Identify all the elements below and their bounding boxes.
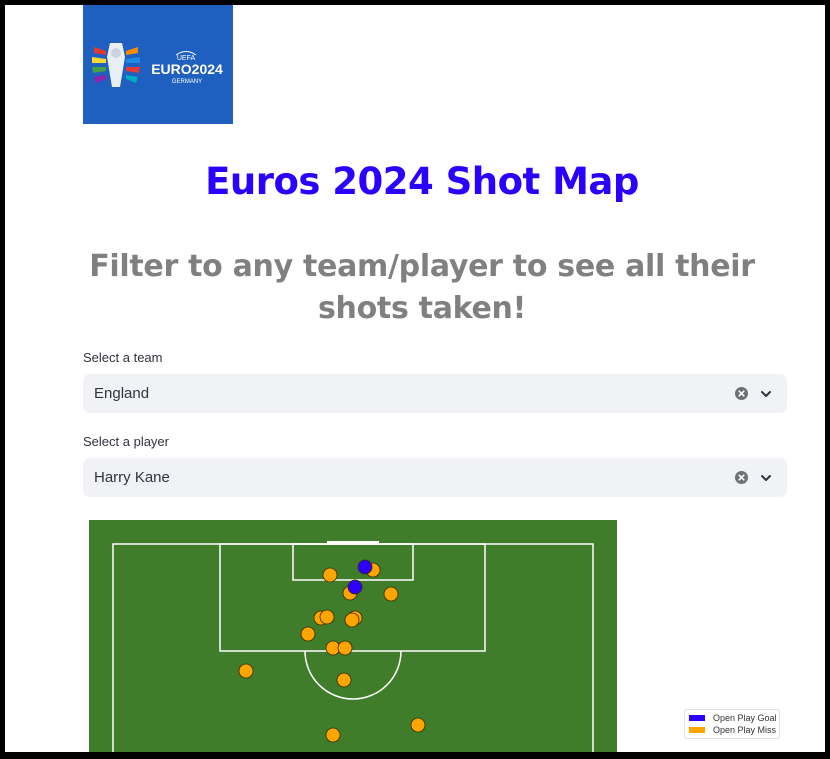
shot-marker-miss xyxy=(383,586,399,602)
shot-marker-miss xyxy=(344,612,360,628)
page-title: Euros 2024 Shot Map xyxy=(205,160,639,203)
legend-swatch-goal xyxy=(689,715,705,721)
player-select[interactable]: Harry Kane xyxy=(83,458,787,497)
logo-uefa-text: UEFA xyxy=(177,55,196,62)
shot-marker-goal xyxy=(357,559,373,575)
shot-marker-goal xyxy=(347,579,363,595)
shot-marker-miss xyxy=(410,717,426,733)
player-select-label: Select a player xyxy=(83,434,169,449)
shot-map-pitch xyxy=(89,520,617,759)
logo-country-text: GERMANY xyxy=(172,79,202,85)
goal-line xyxy=(327,541,379,544)
clear-icon[interactable] xyxy=(735,387,748,400)
chevron-down-icon[interactable] xyxy=(759,387,773,401)
page-subtitle: Filter to any team/player to see all the… xyxy=(89,249,755,326)
shot-marker-miss xyxy=(319,609,335,625)
player-select-value: Harry Kane xyxy=(94,469,170,486)
shot-marker-miss xyxy=(325,727,341,743)
shot-map-legend: Open Play Goal Open Play Miss xyxy=(684,709,780,739)
shot-map xyxy=(89,520,617,759)
logo-euro-text: EURO2024 xyxy=(151,61,223,77)
shot-marker-miss xyxy=(300,626,316,642)
team-select[interactable]: England xyxy=(83,374,787,413)
legend-label-miss: Open Play Miss xyxy=(713,725,777,735)
shot-marker-miss xyxy=(337,640,353,656)
team-select-value: England xyxy=(94,385,150,402)
shot-marker-miss xyxy=(336,672,352,688)
chevron-down-icon[interactable] xyxy=(759,471,773,485)
team-select-label: Select a team xyxy=(83,350,163,365)
shot-marker-miss xyxy=(322,567,338,583)
legend-swatch-miss xyxy=(689,727,705,733)
euro-2024-logo: UEFA EURO2024 GERMANY xyxy=(83,5,233,124)
clear-icon[interactable] xyxy=(735,471,748,484)
legend-label-goal: Open Play Goal xyxy=(713,713,777,723)
shot-marker-miss xyxy=(238,663,254,679)
